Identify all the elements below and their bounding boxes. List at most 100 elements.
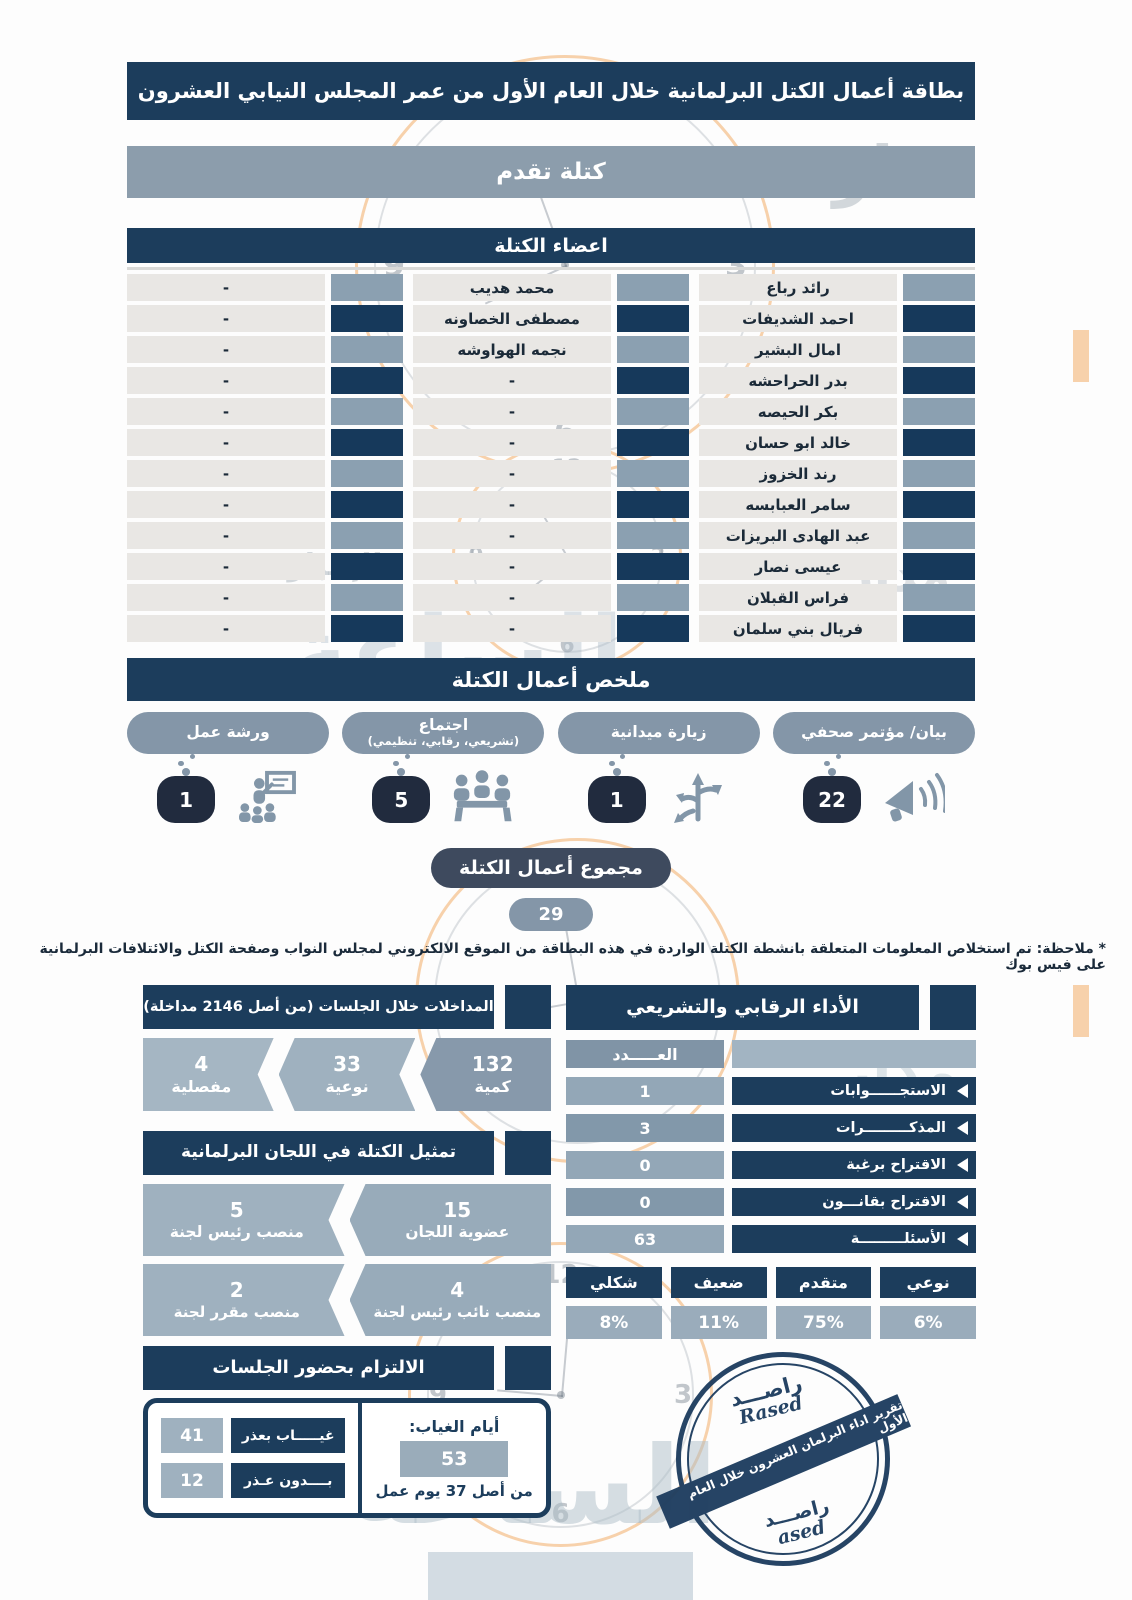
megaphone-icon	[885, 773, 945, 822]
member-name-cell: سامر العبابسه	[699, 491, 897, 518]
committee-value: 5	[229, 1197, 244, 1222]
committee-item: 5 منصب رئيس لجنة	[143, 1184, 345, 1256]
quality-label: متقدم	[775, 1267, 872, 1298]
member-color-swatch	[331, 305, 403, 332]
member-name-cell: -	[413, 522, 611, 549]
header-square-decoration	[505, 985, 551, 1029]
triangle-bullet-icon	[957, 1158, 968, 1172]
absence-days-value: 53	[400, 1440, 509, 1477]
triangle-bullet-icon	[957, 1121, 968, 1135]
oversight-row-label: الأسئلـــــــــة	[732, 1225, 976, 1253]
stat-label: بيان/ مؤتمر صحفي	[801, 723, 947, 742]
stat-label: زيارة ميدانية	[610, 723, 707, 742]
stat-value-badge: 1	[587, 776, 646, 823]
summary-section-title: ملخص أعمال الكتلة	[451, 667, 651, 692]
member-color-swatch	[331, 553, 403, 580]
count-header-row: العـــــدد	[566, 1040, 976, 1068]
member-name-cell: -	[413, 460, 611, 487]
committees-title: تمثيل الكتلة في اللجان البرلمانية	[143, 1131, 494, 1175]
page-title-bar: بطاقة أعمال الكتل البرلمانية خلال العام …	[127, 62, 975, 120]
member-name-cell: -	[127, 522, 325, 549]
member-row: فريال بني سلمان - -	[127, 615, 975, 642]
committee-value: 4	[450, 1278, 465, 1303]
crossroads-icon	[673, 773, 722, 823]
member-name-cell: بدر الحراحشه	[699, 367, 897, 394]
members-table: رائد رباع محمد هديب - احمد الشديفات مصطف…	[127, 274, 975, 646]
attendance-title: الالتزام بحضور الجلسات	[143, 1346, 494, 1390]
member-color-swatch	[331, 336, 403, 363]
quality-label: ضعيف	[670, 1267, 767, 1298]
member-color-swatch	[331, 615, 403, 642]
stat-value-badge: 22	[803, 776, 861, 823]
committee-label: منصب مقرر لجنة	[173, 1303, 300, 1322]
stat-label: اجتماع	[418, 716, 469, 735]
intervention-value: 132	[471, 1052, 514, 1076]
member-color-swatch	[903, 491, 975, 518]
absence-out-of-label: من أصل 37 يوم عمل	[375, 1481, 533, 1500]
oversight-row: الاقتراح بقانـــون 0	[566, 1188, 976, 1216]
quality-label: شكلي	[566, 1267, 662, 1298]
member-name-cell: -	[127, 615, 325, 642]
stat-workshop: ورشة عمل	[127, 712, 330, 823]
member-color-swatch	[617, 398, 689, 425]
member-row: بكر الحيصه - -	[127, 398, 975, 425]
dots-trail	[608, 754, 626, 776]
workshop-icon	[239, 770, 296, 823]
member-color-swatch	[903, 336, 975, 363]
stat-label: ورشة عمل	[186, 723, 270, 742]
member-color-swatch	[617, 274, 689, 301]
member-name-cell: -	[127, 460, 325, 487]
row-label-text: الاقتراح برغبة	[846, 1157, 946, 1173]
intervention-label: نوعية	[325, 1077, 369, 1096]
row-label-text: الأسئلـــــــــة	[850, 1231, 946, 1247]
member-name-cell: -	[413, 615, 611, 642]
committee-label: منصب نائب رئيس لجنة	[373, 1303, 542, 1322]
members-section-header: اعضاء الكتلة	[127, 228, 975, 263]
members-section-title: اعضاء الكتلة	[494, 234, 608, 257]
triangle-bullet-icon	[957, 1084, 968, 1098]
member-row: خالد ابو حسان - -	[127, 429, 975, 456]
member-name-cell: فريال بني سلمان	[699, 615, 897, 642]
bottom-section: الأداء الرقابي والتشريعي العـــــدد الاس…	[143, 985, 976, 1518]
interventions-header: المداخلات خلال الجلسات (من أصل 2146 مداخ…	[143, 985, 551, 1029]
member-color-swatch	[331, 522, 403, 549]
watermark-orange-bar	[1073, 330, 1089, 382]
count-header-spacer	[732, 1040, 976, 1068]
watermark-orange-bar	[1073, 985, 1089, 1037]
member-row: فراس القبلان - -	[127, 584, 975, 611]
member-color-swatch	[331, 429, 403, 456]
member-name-cell: -	[127, 274, 325, 301]
triangle-bullet-icon	[957, 1195, 968, 1209]
committee-item: 4 منصب نائب رئيس لجنة	[349, 1264, 551, 1336]
total-works-label: مجموع أعمال الكتلة	[431, 848, 671, 888]
interventions-column: المداخلات خلال الجلسات (من أصل 2146 مداخ…	[143, 985, 551, 1518]
stat-label-pill: بيان/ مؤتمر صحفي	[773, 712, 975, 754]
member-name-cell: -	[127, 336, 325, 363]
header-square-decoration	[930, 985, 976, 1030]
member-row: امال البشير نجمه الهواوشه -	[127, 336, 975, 363]
oversight-row: الأسئلـــــــــة 63	[566, 1225, 976, 1253]
member-name-cell: -	[127, 398, 325, 425]
quality-value: 75%	[775, 1306, 872, 1339]
member-color-swatch	[903, 553, 975, 580]
member-color-swatch	[331, 367, 403, 394]
member-name-cell: احمد الشديفات	[699, 305, 897, 332]
oversight-row-label: الاقتراح بقانـــون	[732, 1188, 976, 1216]
header-square-decoration	[505, 1131, 551, 1175]
committee-value: 2	[229, 1278, 244, 1303]
member-color-swatch	[331, 398, 403, 425]
oversight-row-value: 63	[566, 1225, 724, 1253]
intervention-item: 33 نوعية	[279, 1038, 416, 1111]
panel-divider	[358, 1403, 363, 1513]
member-name-cell: -	[127, 584, 325, 611]
absence-row-value: 12	[161, 1463, 223, 1498]
absence-days-label: أيام الغياب:	[409, 1416, 500, 1436]
member-color-swatch	[617, 615, 689, 642]
attendance-panel: أيام الغياب: 53 من أصل 37 يوم عمل غيــــ…	[143, 1398, 551, 1518]
member-row: احمد الشديفات مصطفى الخصاونه -	[127, 305, 975, 332]
total-works-value: 29	[509, 898, 593, 931]
member-row: عبد الهادى البريزات - -	[127, 522, 975, 549]
watermark-footer-block	[428, 1552, 693, 1600]
intervention-item: 132 كمية	[420, 1038, 551, 1111]
absence-row-label: بــــدون عـذر	[231, 1463, 346, 1498]
